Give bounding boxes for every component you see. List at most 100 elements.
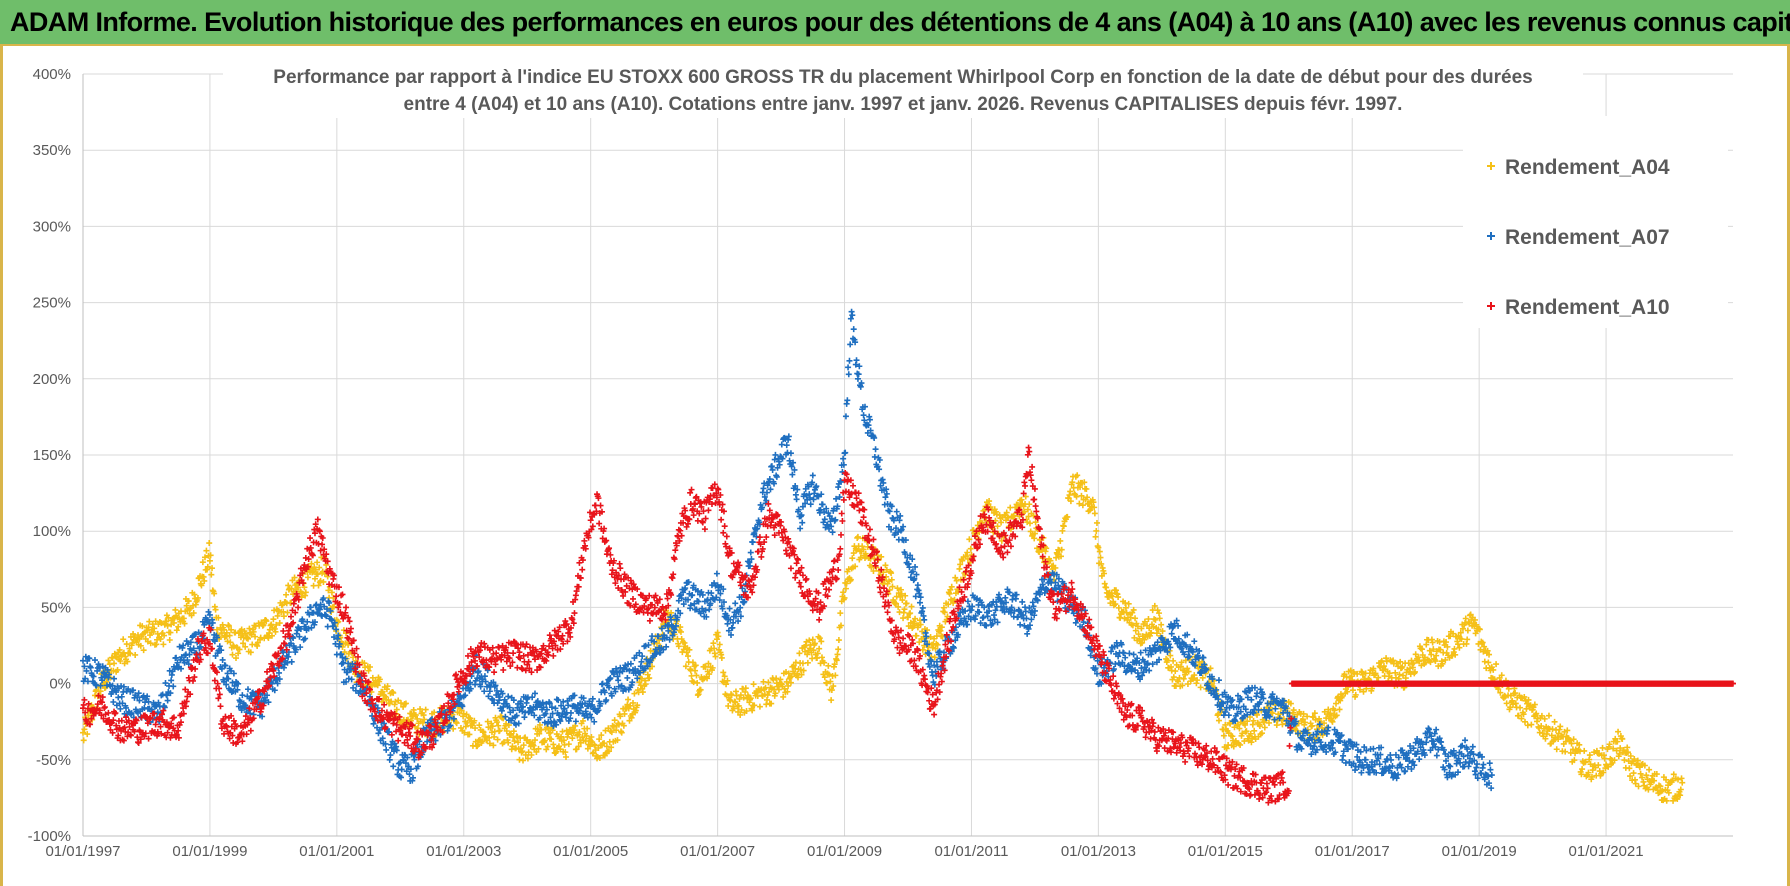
y-tick-label: 200% <box>33 371 71 388</box>
data-point-A04 <box>304 574 311 581</box>
data-point-A04 <box>199 559 206 566</box>
data-point-A07 <box>168 677 175 684</box>
data-point-A04 <box>212 606 219 613</box>
data-point-A04 <box>215 614 222 621</box>
data-point-A04 <box>514 734 521 741</box>
data-point-A04 <box>316 564 323 571</box>
data-point-A04 <box>374 682 381 689</box>
data-point-A10 <box>288 613 295 620</box>
data-point-A04 <box>1545 712 1552 719</box>
x-tick-label: 01/01/2009 <box>807 843 882 860</box>
data-point-A04 <box>211 590 218 597</box>
data-point-A04 <box>228 626 235 633</box>
data-point-A04 <box>379 688 386 695</box>
data-point-A04 <box>642 681 649 688</box>
data-point-A04 <box>317 577 324 584</box>
data-point-A07 <box>797 525 804 532</box>
data-point-A04 <box>486 740 493 747</box>
data-point-A07 <box>649 633 656 640</box>
data-point-A07 <box>1342 759 1349 766</box>
data-point-A07 <box>1017 621 1024 628</box>
data-point-A04 <box>270 616 277 623</box>
data-point-A04 <box>461 729 468 736</box>
data-point-A04 <box>390 689 397 696</box>
data-point-A04 <box>1132 615 1139 622</box>
data-point-A04 <box>617 713 624 720</box>
data-point-A04 <box>563 753 570 760</box>
data-point-A07 <box>288 658 295 665</box>
data-point-A04 <box>608 744 615 751</box>
data-point-A04 <box>639 689 646 696</box>
data-point-A04 <box>528 751 535 758</box>
data-point-A04 <box>320 578 327 585</box>
data-point-A07 <box>1215 677 1222 684</box>
data-point-A04 <box>467 715 474 722</box>
data-point-A04 <box>463 711 470 718</box>
data-point-A04 <box>596 754 603 761</box>
data-point-A04 <box>610 723 617 730</box>
data-point-A07 <box>829 529 836 536</box>
data-point-A04 <box>224 638 231 645</box>
data-point-A04 <box>825 662 832 669</box>
data-point-A04 <box>579 717 586 724</box>
x-tick-label: 01/01/2015 <box>1188 843 1263 860</box>
data-point-A04 <box>110 667 117 674</box>
data-point-A04 <box>114 666 121 673</box>
data-point-A04 <box>611 717 618 724</box>
data-point-A04 <box>614 737 621 744</box>
data-point-A04 <box>158 620 165 627</box>
data-point-A04 <box>120 636 127 643</box>
data-point-A04 <box>496 727 503 734</box>
data-point-A04 <box>209 565 216 572</box>
data-point-A04 <box>252 633 259 640</box>
data-point-A04 <box>314 571 321 578</box>
x-tick-label: 01/01/1999 <box>172 843 247 860</box>
data-point-A04 <box>272 628 279 635</box>
data-point-A04 <box>190 602 196 609</box>
data-point-A04 <box>606 748 613 755</box>
data-point-A04 <box>203 547 210 554</box>
y-tick-label: -100% <box>28 828 71 845</box>
data-point-A04 <box>129 640 136 647</box>
data-point-A04 <box>559 728 566 735</box>
data-point-A04 <box>675 643 682 650</box>
data-point-A07 <box>111 675 118 682</box>
scatter-chart: -100%-50%0%50%100%150%200%250%300%350%40… <box>28 60 1736 860</box>
data-point-A04 <box>235 650 242 657</box>
x-tick-label: 01/01/2013 <box>1061 843 1136 860</box>
data-point-A04 <box>1485 659 1492 666</box>
data-point-A07 <box>819 501 826 508</box>
data-point-A04 <box>97 688 104 695</box>
data-point-A04 <box>417 706 424 713</box>
data-point-A04 <box>544 743 551 750</box>
data-point-A04 <box>615 721 622 728</box>
data-point-A04 <box>135 632 141 639</box>
data-point-A07 <box>850 326 857 333</box>
data-point-A07 <box>162 680 169 687</box>
data-point-A04 <box>116 646 123 653</box>
data-point-A04 <box>167 629 174 636</box>
data-point-A04 <box>634 702 641 709</box>
data-point-A07 <box>980 614 987 621</box>
data-point-A04 <box>166 637 173 644</box>
data-point-A07 <box>117 705 124 712</box>
data-point-A04 <box>431 709 438 716</box>
data-point-A04 <box>207 552 214 559</box>
data-point-A04 <box>627 702 634 709</box>
data-point-A04 <box>204 563 211 570</box>
data-point-A07 <box>921 616 928 623</box>
data-point-A07 <box>245 686 251 693</box>
data-point-A04 <box>175 623 182 630</box>
data-point-A04 <box>479 738 486 745</box>
data-point-A04 <box>510 728 517 735</box>
data-point-A04 <box>288 599 295 606</box>
data-point-A04 <box>682 663 689 670</box>
data-point-A10 <box>280 627 287 634</box>
data-point-A04 <box>314 559 321 566</box>
data-point-A04 <box>466 731 473 738</box>
data-point-A04 <box>486 734 493 741</box>
data-point-A04 <box>149 621 156 628</box>
data-point-A04 <box>520 742 527 749</box>
data-point-A04 <box>484 718 491 725</box>
data-point-A04 <box>472 725 479 732</box>
